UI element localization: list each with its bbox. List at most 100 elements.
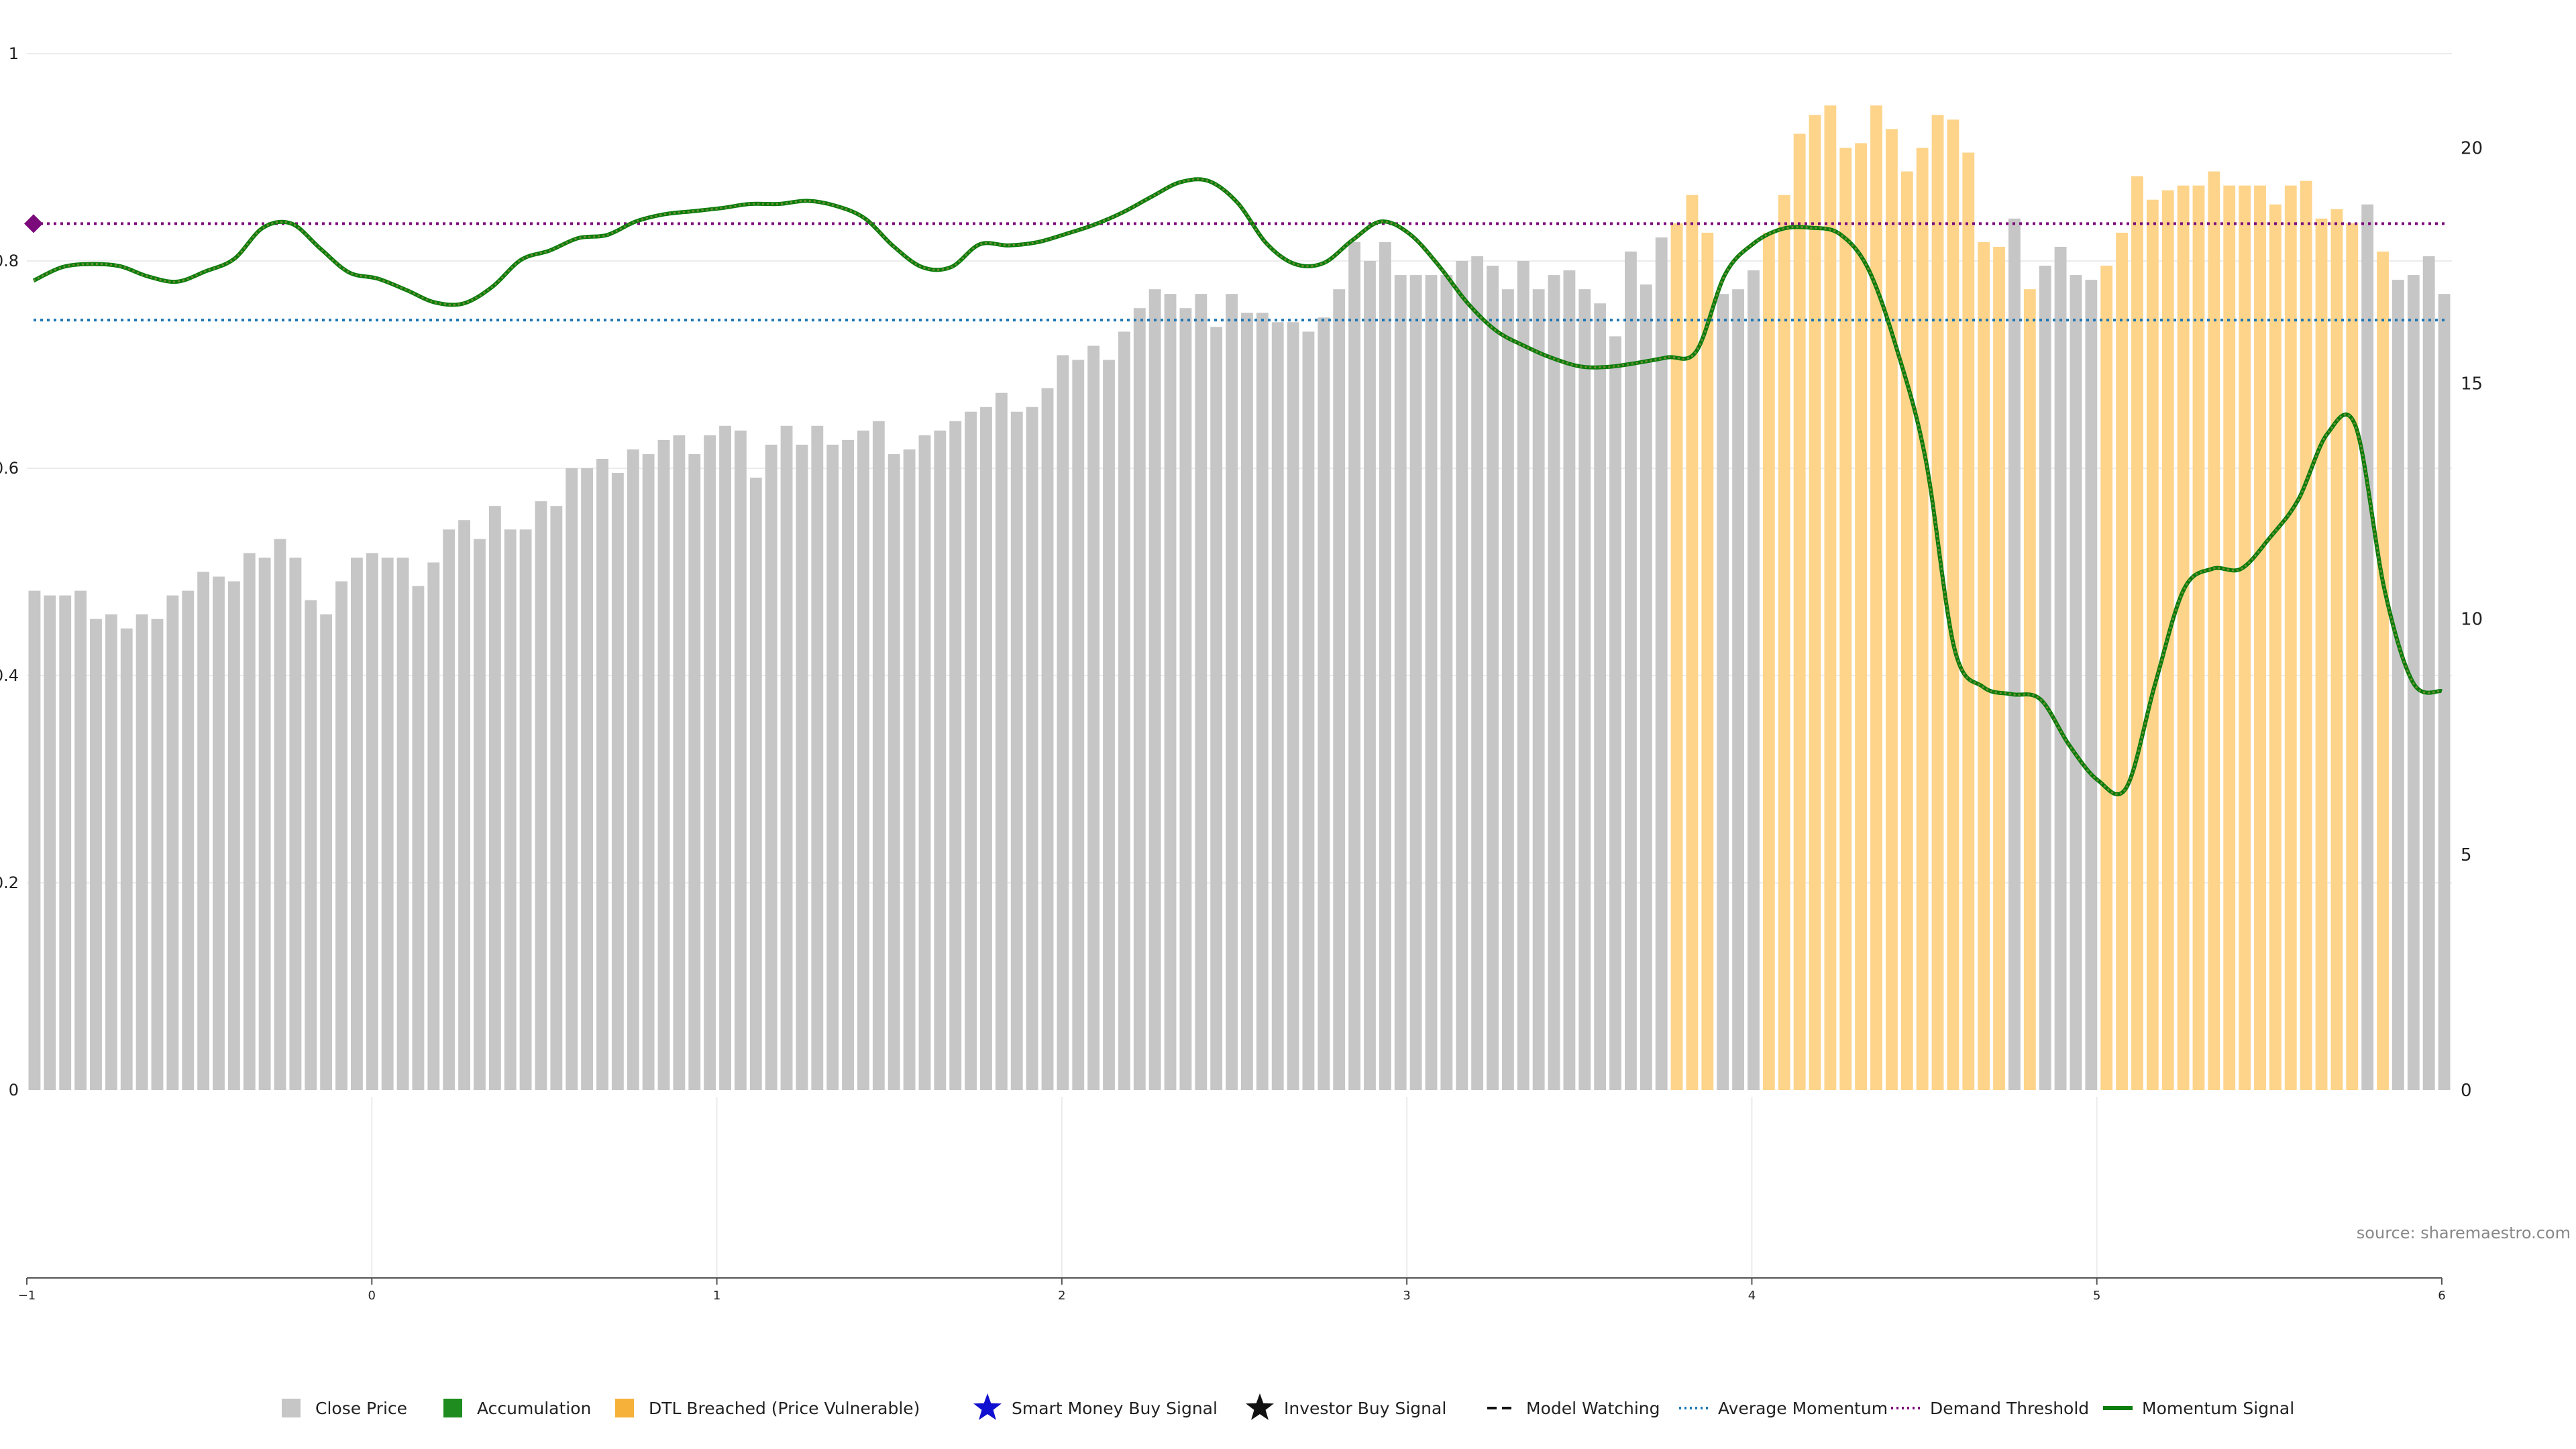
close-price-bar: [120, 628, 133, 1090]
dtl-breached-bar: [2284, 185, 2297, 1090]
close-price-bar: [1548, 275, 1560, 1091]
dtl-breached-bar: [1793, 133, 1806, 1091]
close-price-bar: [995, 392, 1008, 1090]
x-tick-label: 2: [1058, 1289, 1065, 1303]
dtl-breached-bar: [2192, 185, 2205, 1090]
orange-square-icon: [615, 1399, 634, 1417]
dtl-breached-bar: [1855, 143, 1868, 1090]
legend-item-demand-threshold[interactable]: Demand Threshold: [1891, 1399, 2089, 1418]
right-tick-label: 20: [2461, 138, 2483, 158]
close-price-bar: [320, 614, 333, 1090]
close-price-bar: [1409, 275, 1422, 1091]
close-price-bar: [888, 453, 900, 1090]
close-price-bar: [1364, 261, 1376, 1090]
close-price-bar: [197, 572, 210, 1090]
close-price-bar: [2054, 246, 2067, 1090]
close-price-bar: [1210, 327, 1223, 1091]
close-price-bar: [1087, 345, 1100, 1090]
close-price-bar: [596, 458, 608, 1090]
legend-item-momentum-signal[interactable]: Momentum Signal: [2103, 1399, 2294, 1418]
close-price-bar: [1195, 294, 1208, 1091]
close-price-bar: [504, 529, 517, 1090]
close-price-bar: [2070, 275, 2082, 1091]
dtl-breached-bar: [2208, 171, 2220, 1091]
close-price-bar: [289, 557, 302, 1090]
close-price-bar: [1640, 284, 1652, 1090]
legend-item-close-price[interactable]: Close Price: [282, 1399, 407, 1418]
legend-item-average-momentum[interactable]: Average Momentum: [1679, 1399, 1888, 1418]
close-price-bar: [1456, 261, 1468, 1090]
left-tick-label: 0.6: [0, 459, 19, 478]
close-price-bar: [1471, 256, 1484, 1090]
close-price-bar: [2392, 280, 2404, 1090]
dtl-breached-bar: [1670, 223, 1683, 1091]
legend-label: Close Price: [315, 1399, 407, 1418]
legend-item-dtl-breached-price-vulnerable[interactable]: DTL Breached (Price Vulnerable): [615, 1399, 920, 1418]
close-price-bar: [443, 529, 455, 1090]
close-price-bar: [1118, 331, 1130, 1090]
dtl-breached-bar: [1778, 195, 1790, 1090]
dtl-breached-bar: [2269, 204, 2282, 1090]
right-tick-label: 10: [2461, 610, 2483, 630]
close-price-bar: [28, 590, 41, 1090]
close-price-bar: [44, 595, 56, 1090]
dtl-breached-bar: [2177, 185, 2190, 1090]
close-price-bar: [1256, 313, 1269, 1090]
close-price-bar: [1179, 308, 1192, 1090]
close-price-bar: [74, 590, 87, 1090]
close-price-bar: [657, 439, 670, 1090]
close-price-bar: [305, 600, 317, 1090]
close-price-bar: [780, 425, 793, 1090]
close-price-bar: [335, 581, 347, 1090]
legend-item-investor-buy-signal[interactable]: Investor Buy Signal: [1246, 1393, 1446, 1420]
close-price-bar: [427, 562, 440, 1090]
legend-item-accumulation[interactable]: Accumulation: [443, 1399, 591, 1418]
dtl-breached-bar: [2223, 185, 2236, 1090]
close-price-bar: [627, 449, 639, 1090]
close-price-bar: [688, 453, 701, 1090]
right-tick-label: 5: [2461, 845, 2472, 865]
dtl-breached-bar: [1885, 129, 1898, 1090]
close-price-bar: [1318, 317, 1330, 1091]
legend-item-model-watching[interactable]: Model Watching: [1487, 1399, 1660, 1418]
close-price-bar: [918, 435, 931, 1090]
close-price-bar: [581, 468, 594, 1090]
close-price-bar: [611, 473, 624, 1090]
close-price-bar: [182, 590, 195, 1090]
close-price-bar: [1594, 303, 1607, 1090]
dtl-breached-bar: [2300, 180, 2312, 1090]
close-price-bar: [396, 557, 409, 1090]
close-price-bar: [1103, 360, 1115, 1090]
close-price-bar: [1609, 336, 1621, 1090]
close-price-bar: [1133, 308, 1146, 1090]
close-price-bar: [2422, 256, 2435, 1090]
close-price-bar: [1517, 261, 1529, 1090]
left-tick-label: 0: [9, 1081, 19, 1099]
legend-item-smart-money-buy-signal[interactable]: Smart Money Buy Signal: [973, 1393, 1218, 1420]
x-tick-label: 0: [368, 1289, 376, 1303]
close-price-bar: [2438, 294, 2451, 1091]
close-price-bar: [673, 435, 686, 1090]
right-tick-label: 15: [2461, 374, 2483, 394]
close-price-bar: [274, 539, 286, 1090]
dtl-breached-bar: [1870, 105, 1882, 1090]
close-price-bar: [1148, 289, 1161, 1090]
close-price-bar: [980, 407, 992, 1090]
dtl-breached-bar: [2023, 289, 2036, 1090]
close-price-bar: [903, 449, 916, 1090]
legend[interactable]: Close Price Accumulation DTL Breached (Pri…: [282, 1393, 2294, 1420]
right-tick-label: 0: [2461, 1081, 2472, 1101]
close-price-bar: [59, 595, 72, 1090]
close-price-bar: [796, 444, 808, 1090]
close-price-bar: [1057, 355, 1069, 1090]
close-price-bar: [1072, 360, 1085, 1090]
close-price-bar: [458, 520, 470, 1090]
close-price-bar: [136, 614, 148, 1090]
close-price-bar: [474, 539, 486, 1090]
dtl-breached-bar: [1931, 115, 1944, 1091]
close-price-bar: [949, 421, 962, 1090]
x-tick-label: 3: [1403, 1289, 1410, 1303]
dtl-breached-bar: [2146, 199, 2159, 1090]
dtl-breached-bar: [1900, 171, 1913, 1091]
